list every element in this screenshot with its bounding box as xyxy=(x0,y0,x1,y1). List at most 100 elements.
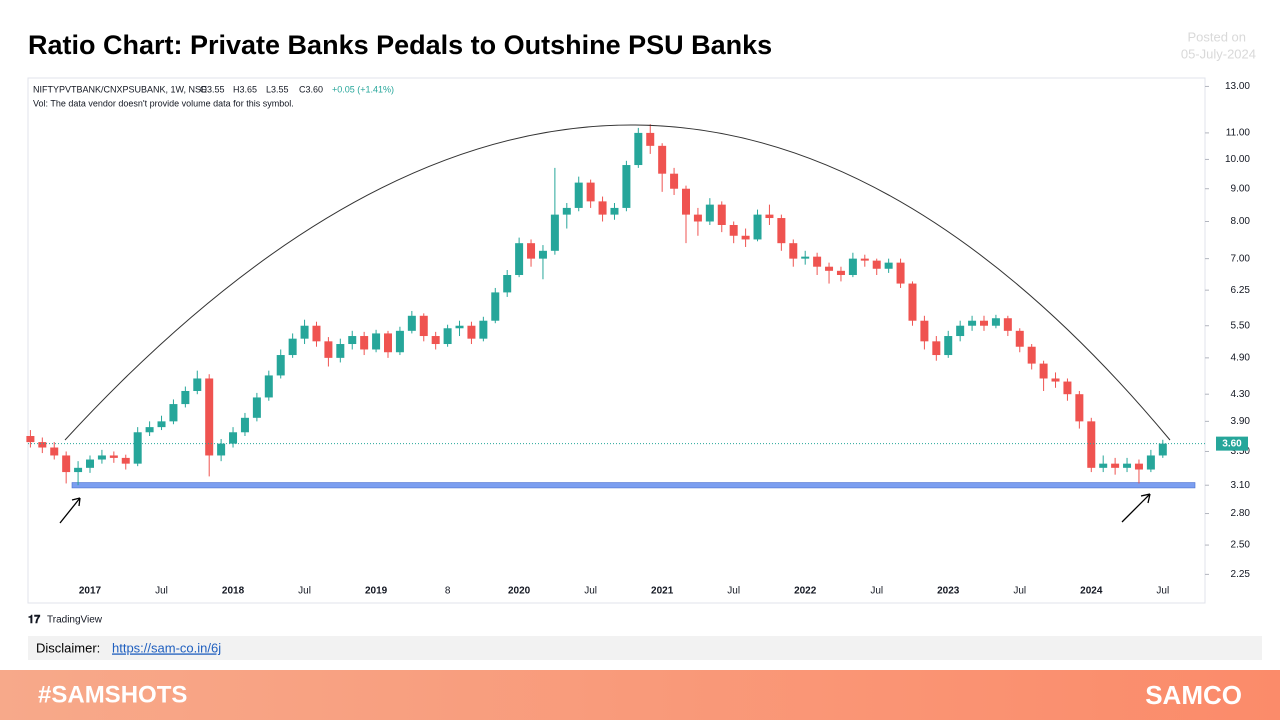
volume-note: Vol: The data vendor doesn't provide vol… xyxy=(33,98,294,108)
x-tick-label: Jul xyxy=(1156,586,1169,597)
candle-body xyxy=(693,214,702,222)
candle-body xyxy=(455,325,464,329)
candle-body xyxy=(1111,463,1120,468)
x-tick-label: 2024 xyxy=(1080,586,1103,597)
candle-body xyxy=(181,390,190,405)
candle-body xyxy=(240,417,249,433)
candle-body xyxy=(62,455,71,473)
candle-body xyxy=(634,132,643,166)
plot-frame xyxy=(27,77,1206,604)
candle-body xyxy=(372,333,381,350)
candle-body xyxy=(1134,463,1143,470)
candle-body xyxy=(1003,318,1012,331)
candle-body xyxy=(801,256,810,259)
candle-body xyxy=(288,338,297,356)
candle-body xyxy=(431,336,440,345)
candle-body xyxy=(205,378,214,456)
candle-body xyxy=(586,182,595,202)
candle-body xyxy=(1027,346,1036,364)
y-tick-label: 13.00 xyxy=(1225,81,1250,92)
candle-body xyxy=(956,325,965,337)
candle-body xyxy=(932,341,941,356)
legend-ohlc: H3.65 xyxy=(233,84,257,94)
y-tick-label: 9.00 xyxy=(1231,183,1251,194)
candle-body xyxy=(574,182,583,208)
x-tick-label: Jul xyxy=(870,586,883,597)
candle-body xyxy=(598,201,607,215)
disclaimer-link[interactable]: https://sam-co.in/6j xyxy=(112,640,221,655)
candle-body xyxy=(848,258,857,276)
y-tick-label: 2.25 xyxy=(1231,569,1251,580)
candle-body xyxy=(944,336,953,356)
candle-body xyxy=(789,243,798,259)
x-tick-label: Jul xyxy=(155,586,168,597)
candle-body xyxy=(610,207,619,215)
arrow xyxy=(59,497,81,524)
x-tick-label: 2018 xyxy=(222,586,245,597)
candle-body xyxy=(443,328,452,345)
arrow xyxy=(1121,493,1151,523)
y-tick-label: 4.90 xyxy=(1231,353,1251,364)
support-band xyxy=(71,482,1196,489)
y-tick-label: 2.80 xyxy=(1231,508,1251,519)
arc xyxy=(64,124,1171,441)
candle-body xyxy=(38,442,47,448)
x-tick-label: Jul xyxy=(727,586,740,597)
brand: SAMCO xyxy=(1145,680,1242,710)
candle-body xyxy=(276,355,285,376)
candle-body xyxy=(145,427,154,433)
candle-body xyxy=(395,330,404,353)
candle-body xyxy=(252,397,261,418)
candle-body xyxy=(836,270,845,276)
arrows xyxy=(59,493,1151,524)
legend-ohlc: +0.05 (+1.41%) xyxy=(332,84,394,94)
candle-body xyxy=(527,243,536,259)
x-tick-label: 2023 xyxy=(937,586,960,597)
candle-body xyxy=(133,432,142,464)
x-tick-label: Jul xyxy=(1013,586,1026,597)
candle-body xyxy=(1051,378,1060,382)
candle-body xyxy=(896,262,905,284)
candle-body xyxy=(705,204,714,222)
candle-body xyxy=(729,224,738,236)
candle-body xyxy=(825,266,834,271)
candle-body xyxy=(562,207,571,215)
y-tick-label: 6.25 xyxy=(1231,285,1251,296)
y-tick-label: 10.00 xyxy=(1225,154,1250,165)
candle-body xyxy=(312,325,321,342)
candle-body xyxy=(1063,381,1072,395)
candle-body xyxy=(1146,455,1155,470)
candle-body xyxy=(1087,421,1096,468)
candle-body xyxy=(1123,463,1132,468)
y-tick-label: 7.00 xyxy=(1231,253,1251,264)
x-tick-label: 2022 xyxy=(794,586,817,597)
legend-ohlc: O3.55 xyxy=(200,84,225,94)
posted-date: 05-July-2024 xyxy=(1181,46,1256,61)
footer xyxy=(0,670,1280,720)
source: TradingView xyxy=(47,615,103,626)
candle-body xyxy=(97,455,106,460)
last-price-label: 3.60 xyxy=(1222,438,1242,449)
candle-body xyxy=(384,333,392,353)
y-tick-label: 11.00 xyxy=(1226,128,1251,139)
candle-body xyxy=(467,325,476,339)
candle-body xyxy=(884,262,893,269)
y-tick-label: 4.30 xyxy=(1231,389,1251,400)
x-tick-label: 2017 xyxy=(79,586,102,597)
candle-body xyxy=(348,336,357,345)
candle-body xyxy=(1099,463,1108,468)
posted-label: Posted on xyxy=(1187,29,1246,44)
y-tick-label: 2.50 xyxy=(1231,540,1251,551)
legend-ohlc: L3.55 xyxy=(266,84,289,94)
candle-body xyxy=(86,459,94,468)
candle-body xyxy=(538,250,547,259)
x-tick-label: 8 xyxy=(445,586,451,597)
disclaimer-label: Disclaimer: xyxy=(36,640,100,655)
hashtag: #SAMSHOTS xyxy=(38,681,187,708)
candle-body xyxy=(300,325,309,339)
candle-body xyxy=(407,315,416,331)
x-tick-label: Jul xyxy=(298,586,311,597)
candle-body xyxy=(860,258,869,261)
y-tick-label: 3.10 xyxy=(1231,480,1251,491)
